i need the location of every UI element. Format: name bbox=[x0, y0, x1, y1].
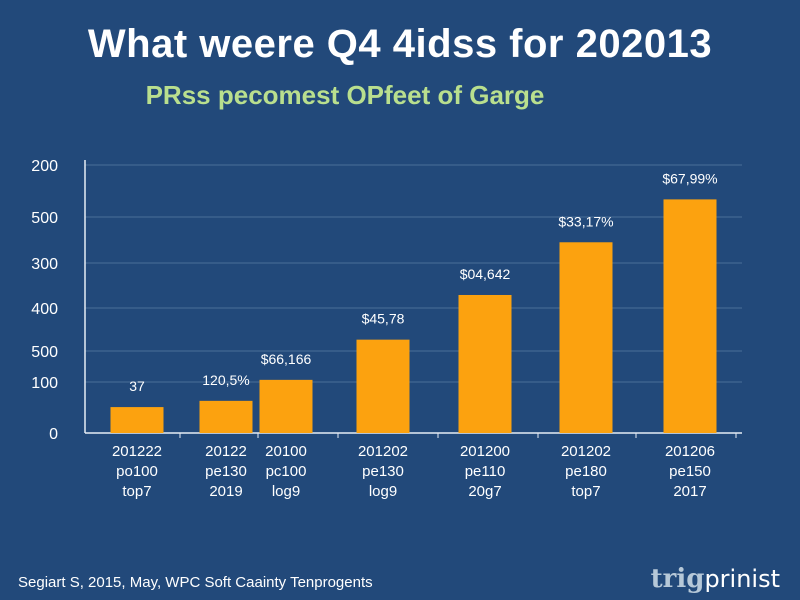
source-note: Segiart S, 2015, May, WPC Soft Caainty T… bbox=[18, 574, 373, 591]
y-tick-label: 500 bbox=[31, 210, 58, 227]
y-tick-label: 0 bbox=[49, 426, 58, 443]
bar-value-label: 120,5% bbox=[202, 372, 249, 388]
y-tick-label: 300 bbox=[31, 256, 58, 273]
logo-mark: trig bbox=[650, 564, 705, 594]
category-label: 2017 bbox=[673, 483, 706, 500]
category-label: log9 bbox=[369, 483, 397, 500]
y-tick-label: 200 bbox=[31, 158, 58, 175]
category-label: log9 bbox=[272, 483, 300, 500]
y-tick-label: 500 bbox=[31, 344, 58, 361]
bar-value-label: $45,78 bbox=[362, 311, 405, 327]
category-label: pe130 bbox=[205, 463, 247, 480]
bar bbox=[356, 339, 410, 433]
bar-value-label: $04,642 bbox=[460, 266, 511, 282]
category-label: po100 bbox=[116, 463, 158, 480]
chart-title: What weere Q4 4idss for 202013 bbox=[87, 22, 713, 66]
category-label: top7 bbox=[571, 483, 600, 500]
y-tick-label: 100 bbox=[31, 375, 58, 392]
category-label: 201200 bbox=[460, 443, 510, 460]
category-label: top7 bbox=[122, 483, 151, 500]
bar bbox=[663, 199, 717, 433]
bar bbox=[110, 407, 164, 433]
bar-value-label: 37 bbox=[129, 378, 145, 394]
category-label: 20100 bbox=[265, 443, 307, 460]
category-label: pc100 bbox=[266, 463, 307, 480]
category-label: 201202 bbox=[358, 443, 408, 460]
bar-value-label: $67,99% bbox=[662, 170, 717, 186]
brand-logo: trigprinist bbox=[651, 564, 780, 594]
category-label: 20g7 bbox=[468, 483, 501, 500]
chart-subtitle: PRss pecomest OPfeet of Garge bbox=[145, 80, 545, 110]
bar-value-label: $33,17% bbox=[558, 213, 613, 229]
bar bbox=[199, 400, 253, 433]
category-label: pe110 bbox=[465, 463, 506, 480]
y-tick-label: 400 bbox=[31, 301, 58, 318]
bar-value-label: $66,166 bbox=[261, 351, 312, 367]
category-label: 201222 bbox=[112, 443, 162, 460]
category-label: pe180 bbox=[565, 463, 607, 480]
category-label: 201202 bbox=[561, 443, 611, 460]
category-label: pe150 bbox=[669, 463, 711, 480]
logo-word: prinist bbox=[704, 565, 780, 593]
category-label: 201206 bbox=[665, 443, 715, 460]
bar bbox=[259, 379, 313, 433]
category-label: 20122 bbox=[205, 443, 247, 460]
bar bbox=[458, 294, 512, 433]
bar bbox=[559, 242, 613, 433]
category-label: pe130 bbox=[362, 463, 404, 480]
category-label: 2019 bbox=[209, 483, 242, 500]
